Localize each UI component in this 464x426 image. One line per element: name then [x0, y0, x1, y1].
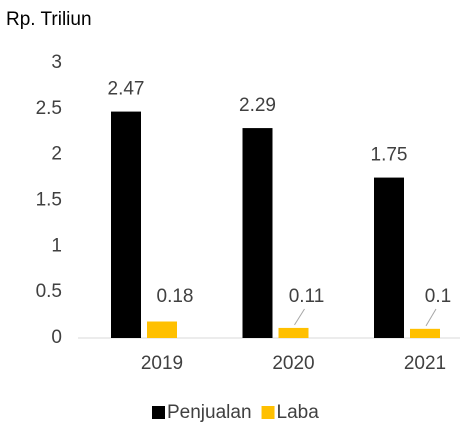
bar — [242, 128, 273, 338]
legend-label: Penjualan — [167, 402, 252, 423]
y-tick-label: 1.5 — [36, 190, 62, 211]
bar — [278, 327, 309, 338]
x-tick-label: 2019 — [141, 353, 183, 374]
y-tick-label: 2 — [51, 144, 62, 165]
data-label: 0.18 — [157, 286, 194, 307]
data-label: 2.29 — [239, 95, 276, 116]
y-tick-label: 2.5 — [36, 98, 62, 119]
y-tick-label: 0 — [51, 327, 62, 348]
y-axis-label: Rp. Triliun — [6, 9, 92, 30]
data-label: 0.1 — [425, 286, 451, 307]
leader-line — [425, 308, 437, 327]
data-label: 2.47 — [108, 79, 145, 100]
bar — [410, 328, 440, 338]
legend-swatch — [152, 406, 165, 419]
y-tick-label: 0.5 — [36, 281, 62, 302]
data-label: 0.11 — [289, 286, 325, 307]
legend-label: Laba — [277, 402, 320, 423]
bar — [111, 111, 141, 338]
data-label: 1.75 — [371, 145, 408, 166]
bar — [147, 321, 177, 338]
bar — [374, 177, 404, 338]
x-tick-label: 2020 — [272, 353, 314, 374]
legend-swatch — [261, 406, 275, 419]
y-tick-label: 3 — [51, 52, 62, 73]
y-tick-label: 1 — [51, 235, 62, 256]
leader-line — [294, 308, 305, 326]
x-tick-label: 2021 — [404, 353, 446, 374]
